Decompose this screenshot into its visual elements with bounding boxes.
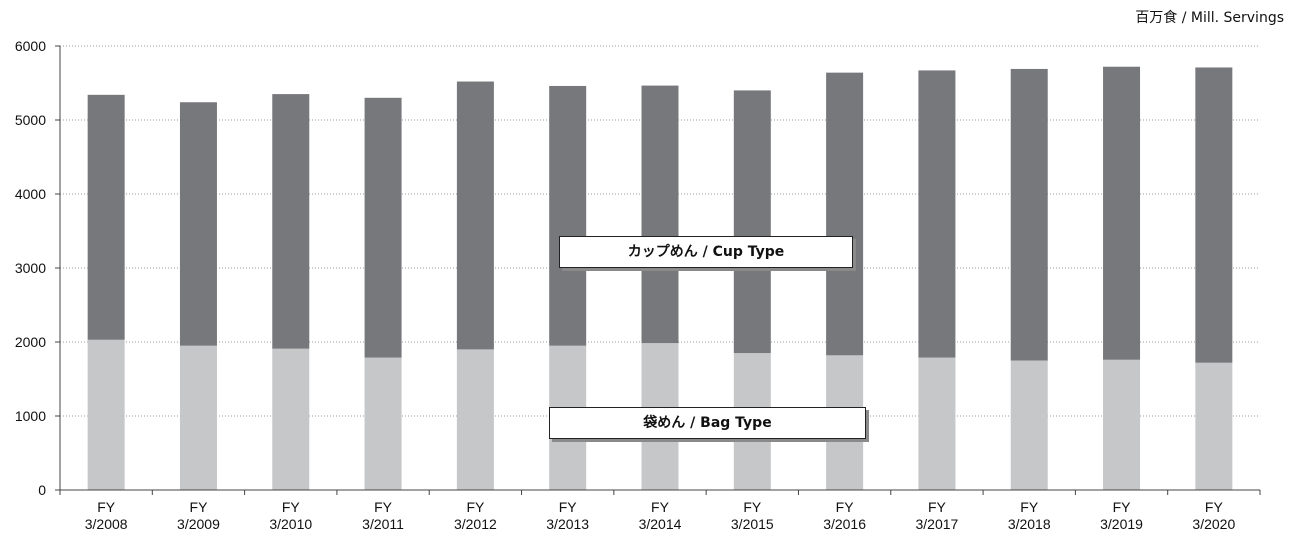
y-tick-label: 5000	[15, 112, 46, 128]
bag-type-label: 袋めん / Bag Type	[549, 407, 866, 439]
y-tick-label: 3000	[15, 260, 46, 276]
bar-bag-type	[1195, 362, 1233, 490]
x-tick-label: 3/2016	[823, 516, 866, 532]
x-tick-label: FY	[466, 499, 485, 515]
x-tick-label: FY	[559, 499, 578, 515]
bar-bag-type	[87, 339, 125, 490]
x-tick-label: FY	[1113, 499, 1132, 515]
x-tick-label: 3/2014	[639, 516, 682, 532]
bar-bag-type	[179, 345, 217, 490]
x-tick-label: FY	[1020, 499, 1039, 515]
bar-cup-type	[826, 72, 864, 356]
bar-cup-type	[549, 85, 587, 346]
x-tick-label: FY	[743, 499, 762, 515]
x-tick-label: 3/2019	[1100, 516, 1143, 532]
x-tick-label: 3/2012	[454, 516, 497, 532]
x-tick-label: 3/2013	[546, 516, 589, 532]
unit-label: 百万食 / Mill. Servings	[1135, 10, 1284, 26]
bar-cup-type	[1103, 66, 1141, 360]
bar-cup-type	[456, 81, 494, 350]
x-tick-label: 3/2009	[177, 516, 220, 532]
x-tick-label: 3/2015	[731, 516, 774, 532]
y-tick-label: 2000	[15, 334, 46, 350]
x-tick-label: FY	[928, 499, 947, 515]
x-tick-label: FY	[97, 499, 116, 515]
bar-cup-type	[1010, 68, 1048, 361]
x-tick-label: FY	[282, 499, 301, 515]
bar-cup-type	[272, 94, 310, 349]
y-tick-label: 6000	[15, 38, 46, 54]
bar-bag-type	[272, 348, 310, 490]
bar-cup-type	[1195, 67, 1233, 363]
bar-bag-type	[364, 357, 402, 490]
bar-cup-type	[918, 70, 956, 358]
bar-bag-type	[456, 349, 494, 490]
y-tick-label: 0	[38, 482, 46, 498]
bar-bag-type	[1103, 359, 1141, 490]
y-tick-labels: 0 1000 2000 3000 4000 5000 6000	[15, 38, 46, 498]
bar-bag-type	[1010, 360, 1048, 490]
bar-cup-type	[87, 94, 125, 340]
x-tick-label: FY	[1205, 499, 1224, 515]
bar-cup-type	[179, 102, 217, 346]
x-tick-label: 3/2018	[1008, 516, 1051, 532]
bar-bag-type	[918, 357, 956, 490]
bar-cup-type	[364, 97, 402, 358]
bar-cup-type	[733, 90, 771, 354]
x-tick-label: FY	[836, 499, 855, 515]
y-tick-label: 4000	[15, 186, 46, 202]
x-tick-label: FY	[190, 499, 209, 515]
axes	[59, 46, 1261, 495]
x-tick-label: 3/2008	[85, 516, 128, 532]
cup-type-label: カップめん / Cup Type	[559, 236, 853, 268]
x-tick-label: FY	[651, 499, 670, 515]
bars	[87, 66, 1233, 490]
x-tick-label: 3/2020	[1192, 516, 1235, 532]
y-tick-label: 1000	[15, 408, 46, 424]
bar-cup-type	[641, 85, 679, 344]
x-tick-labels: FY3/2008FY3/2009FY3/2010FY3/2011FY3/2012…	[85, 499, 1236, 532]
x-tick-label: FY	[374, 499, 393, 515]
x-tick-label: 3/2010	[269, 516, 312, 532]
x-tick-label: 3/2011	[362, 516, 404, 532]
x-tick-label: 3/2017	[916, 516, 959, 532]
